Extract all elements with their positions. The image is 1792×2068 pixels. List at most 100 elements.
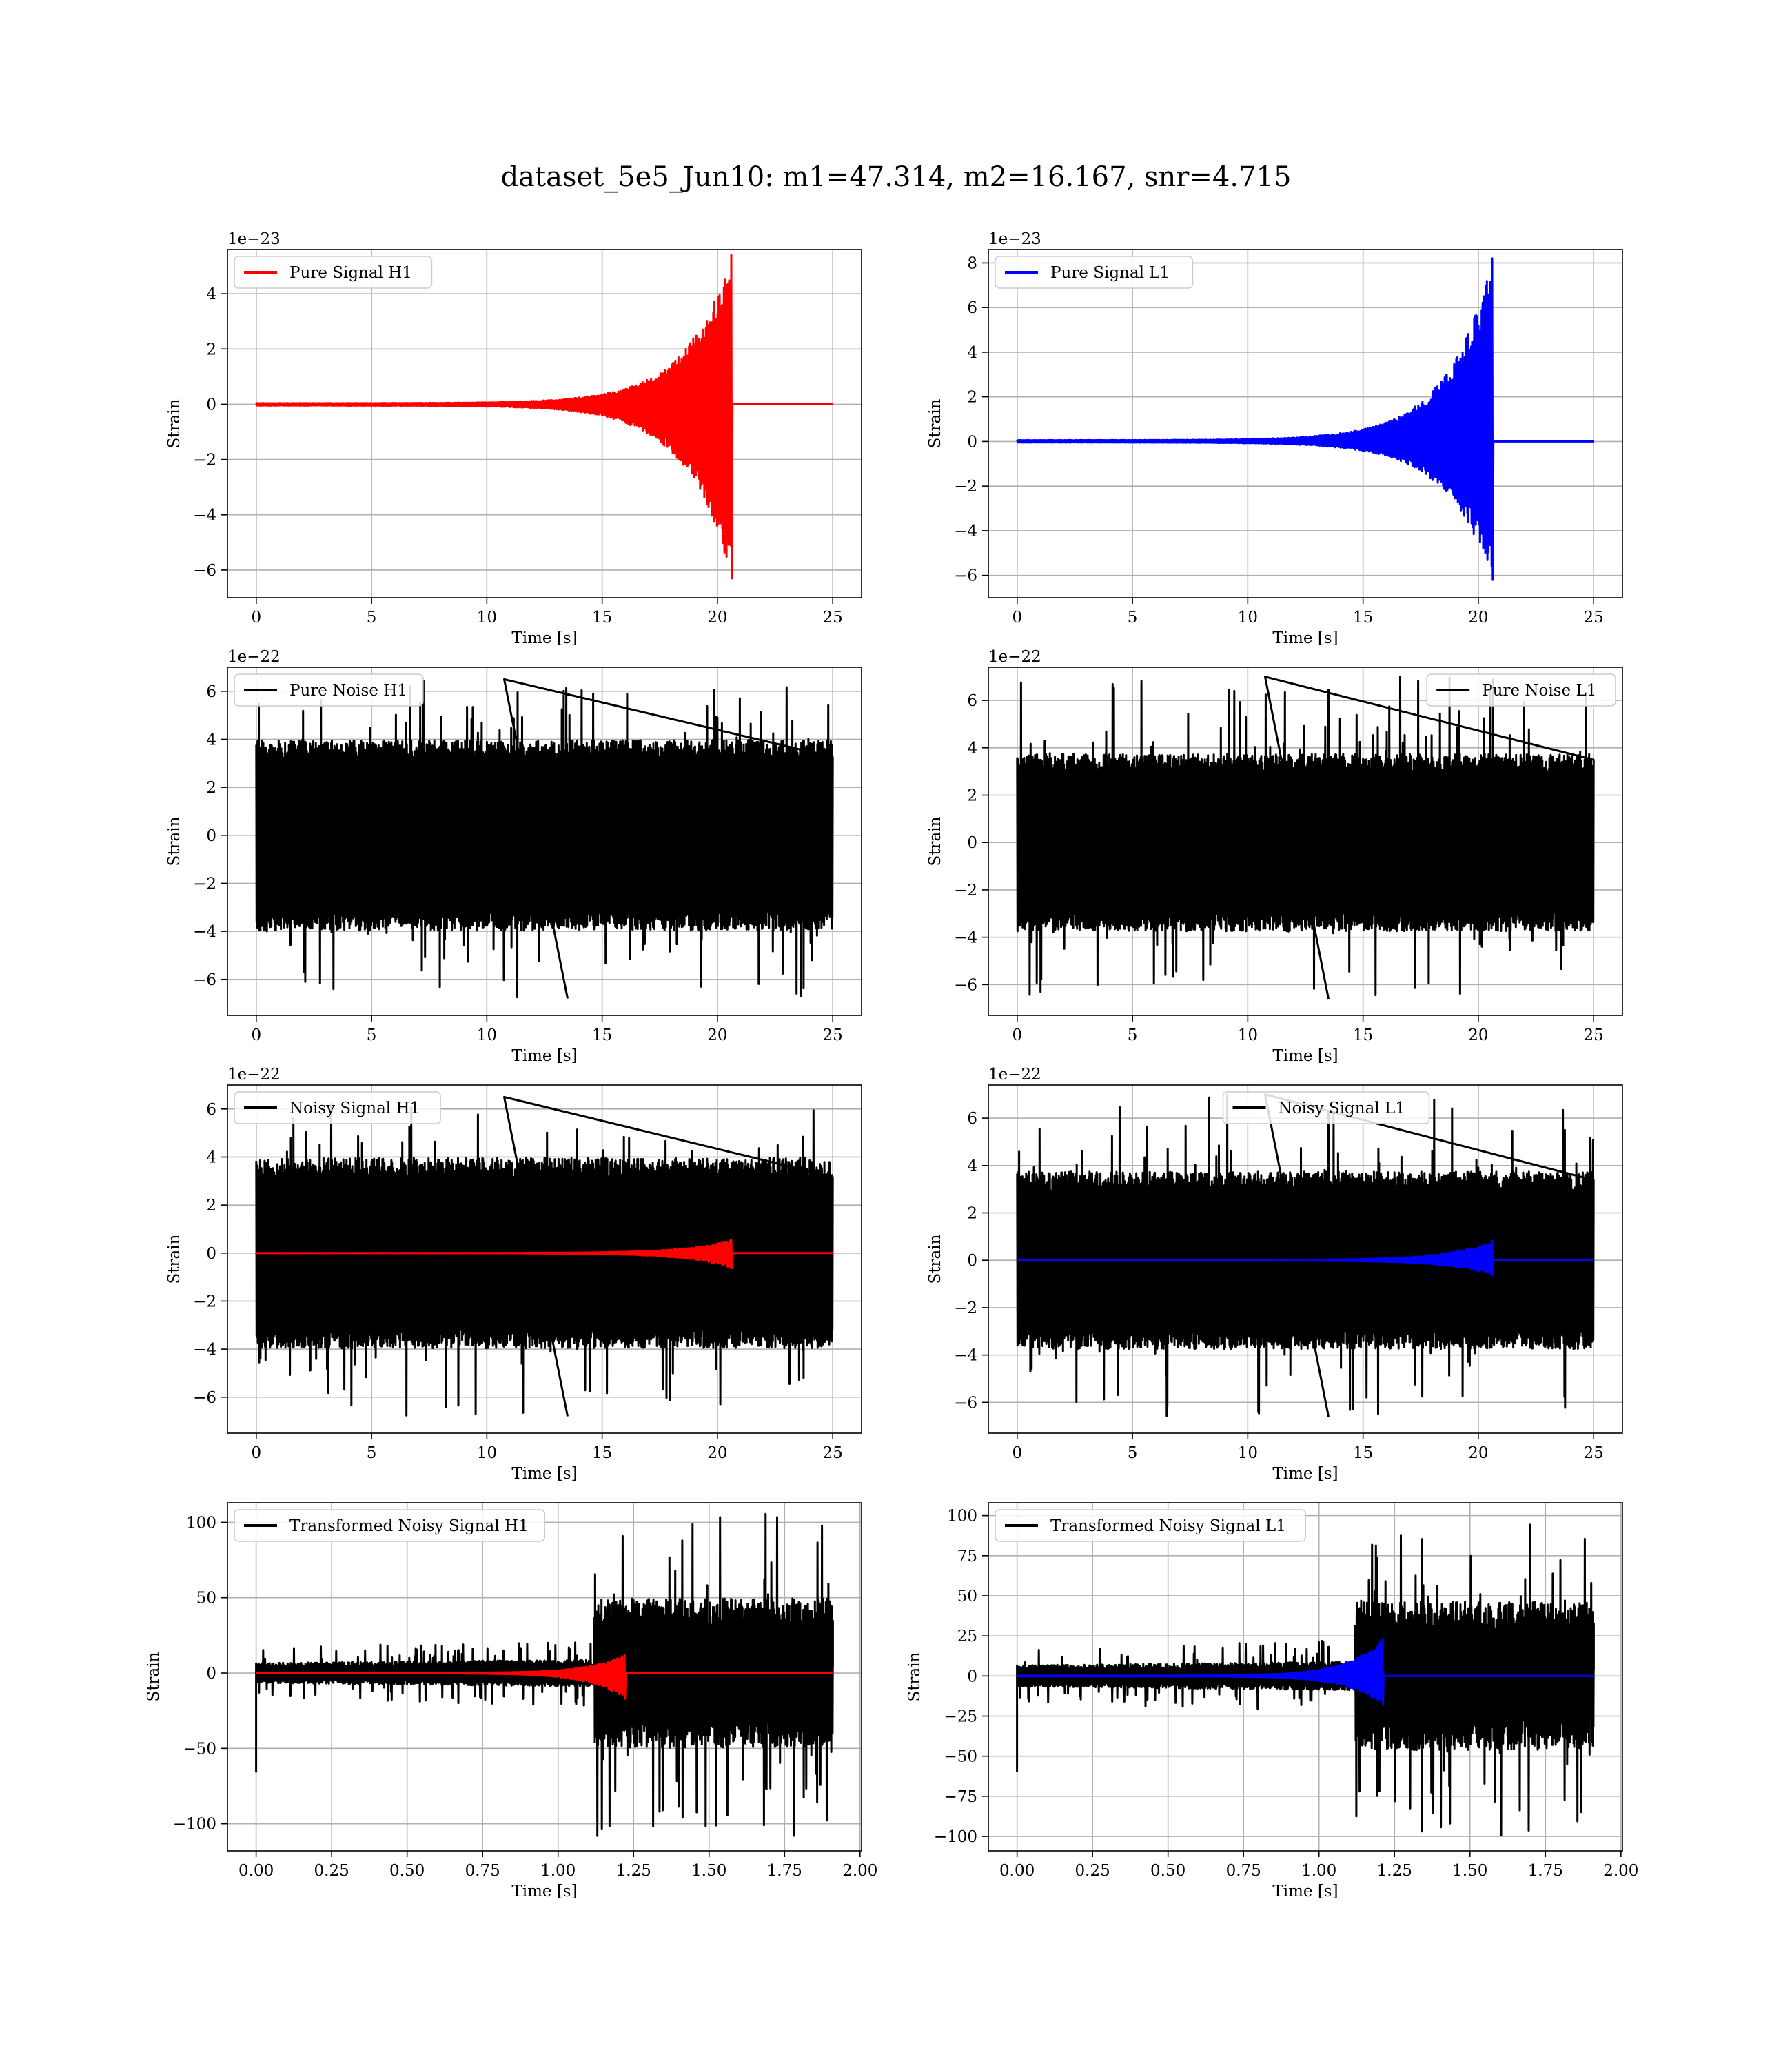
y-tick-label: 2 xyxy=(206,779,216,797)
legend-label: Noisy Signal H1 xyxy=(289,1099,420,1117)
subplot-p5: 0 5 10 15 20 25 −6 −4 −2 0 2 4 6 1e−22 Time [s] Strain N… xyxy=(165,1066,862,1483)
x-axis-label: Time [s] xyxy=(511,1047,577,1065)
subplot-p1: 0 5 10 15 20 25 −6 −4 −2 0 2 4 1e−23 Time [s] Strain Pu… xyxy=(165,230,862,647)
x-tick-label: 5 xyxy=(367,609,377,627)
x-tick-label: 15 xyxy=(1353,1444,1373,1462)
y-tick-label: −6 xyxy=(954,567,977,585)
x-tick-label: 2.00 xyxy=(842,1862,877,1880)
series-line-transformed-noisy-signal-h1 xyxy=(255,1512,834,1837)
y-tick-label: 6 xyxy=(206,683,216,701)
y-tick-label: 0 xyxy=(206,827,216,845)
x-axis-label: Time [s] xyxy=(1272,1883,1338,1900)
y-tick-label: −4 xyxy=(193,507,216,525)
y-axis-label: Strain xyxy=(165,1234,183,1284)
x-tick-label: 1.50 xyxy=(691,1862,726,1880)
legend: Noisy Signal L1 xyxy=(1222,1091,1430,1124)
y-tick-label: 0 xyxy=(967,1667,977,1685)
y-axis-label: Strain xyxy=(926,816,944,866)
series-line-noisy-signal-l1 xyxy=(1016,1093,1595,1417)
series-layer xyxy=(255,1512,834,1837)
x-tick-label: 0 xyxy=(1012,609,1022,627)
x-tick-label: 15 xyxy=(592,1026,612,1044)
x-tick-label: 10 xyxy=(477,1444,497,1462)
y-tick-label: 4 xyxy=(206,285,216,303)
y-tick-label: 4 xyxy=(967,1157,977,1175)
x-tick-label: 0.25 xyxy=(1075,1862,1110,1880)
legend: Pure Signal L1 xyxy=(995,256,1194,289)
legend-box xyxy=(234,1509,546,1542)
legend: Transformed Noisy Signal L1 xyxy=(995,1509,1307,1542)
y-offset-label: 1e−22 xyxy=(988,648,1041,666)
x-tick-label: 0.50 xyxy=(1150,1862,1185,1880)
x-tick-label: 25 xyxy=(823,609,843,627)
y-tick-label: −2 xyxy=(193,1292,216,1310)
y-tick-label: 2 xyxy=(206,1197,216,1215)
x-tick-label: 0 xyxy=(1012,1444,1022,1462)
x-tick-label: 5 xyxy=(1128,1026,1138,1044)
series-layer xyxy=(255,254,833,580)
series-line-pure-noise-h1 xyxy=(255,678,834,999)
y-tick-label: 4 xyxy=(206,1148,216,1166)
legend: Pure Noise H1 xyxy=(234,673,424,707)
series-line-pure-signal-h1 xyxy=(255,254,833,580)
series-layer xyxy=(1016,1523,1595,1837)
legend-box xyxy=(234,673,424,707)
y-tick-label: 2 xyxy=(967,389,977,407)
x-tick-label: 0 xyxy=(1012,1026,1022,1044)
y-tick-label: −100 xyxy=(934,1828,977,1846)
series-line-transformed-noisy-signal-l1 xyxy=(1016,1523,1595,1837)
y-tick-label: −100 xyxy=(173,1816,216,1834)
series-layer xyxy=(255,678,834,999)
x-tick-label: 1.00 xyxy=(540,1862,576,1880)
y-tick-label: 6 xyxy=(967,299,977,317)
y-axis-label: Strain xyxy=(926,1234,944,1284)
x-tick-label: 2.00 xyxy=(1603,1862,1638,1880)
series-line-pure-signal-l1 xyxy=(1016,257,1594,581)
x-tick-label: 1.75 xyxy=(767,1862,802,1880)
y-tick-label: 0 xyxy=(206,1665,216,1683)
series-layer xyxy=(1016,257,1594,581)
x-tick-label: 0 xyxy=(251,609,261,627)
x-axis-label: Time [s] xyxy=(1272,1047,1338,1065)
y-tick-label: 0 xyxy=(206,1245,216,1263)
subplot-p2: 0 5 10 15 20 25 −6 −4 −2 0 2 4 6 8 1e−23 Time [s] Strain… xyxy=(926,230,1623,647)
x-tick-label: 1.75 xyxy=(1528,1862,1563,1880)
x-axis-label: Time [s] xyxy=(511,1883,577,1900)
axes-frame xyxy=(988,1084,1623,1434)
x-tick-label: 0.00 xyxy=(999,1862,1035,1880)
axes-frame xyxy=(227,667,862,1016)
y-tick-label: 6 xyxy=(967,692,977,710)
legend-box xyxy=(995,256,1194,289)
y-tick-label: −4 xyxy=(193,923,216,941)
y-tick-label: −75 xyxy=(944,1788,977,1806)
subplot-p3: 0 5 10 15 20 25 −6 −4 −2 0 2 4 6 1e−22 Time [s] Strain P… xyxy=(165,648,862,1065)
y-tick-label: 4 xyxy=(967,740,977,758)
x-tick-label: 5 xyxy=(1128,609,1138,627)
y-tick-label: −4 xyxy=(954,523,977,540)
x-tick-label: 10 xyxy=(1238,609,1258,627)
x-tick-label: 0.00 xyxy=(238,1862,274,1880)
y-tick-label: 6 xyxy=(206,1101,216,1119)
x-tick-label: 1.25 xyxy=(1377,1862,1412,1880)
figure-title: dataset_5e5_Jun10: m1=47.314, m2=16.167,… xyxy=(501,161,1292,193)
x-tick-label: 25 xyxy=(1584,1026,1604,1044)
legend-box xyxy=(995,1509,1307,1542)
y-tick-label: −6 xyxy=(954,976,977,994)
y-tick-label: −2 xyxy=(193,452,216,469)
axes-frame xyxy=(988,667,1623,1016)
series-line-noisy-signal-h1 xyxy=(255,1095,834,1417)
y-tick-label: 100 xyxy=(186,1514,216,1532)
x-axis-label: Time [s] xyxy=(1272,629,1338,647)
x-tick-label: 0 xyxy=(251,1444,261,1462)
legend-box xyxy=(1222,1091,1430,1124)
y-tick-label: −50 xyxy=(183,1740,216,1758)
x-tick-label: 25 xyxy=(823,1444,843,1462)
y-tick-label: 6 xyxy=(967,1110,977,1128)
legend: Pure Noise L1 xyxy=(1426,673,1616,707)
y-tick-label: −50 xyxy=(944,1748,977,1766)
axes-frame xyxy=(227,1084,862,1434)
series-line-overlay-1 xyxy=(1017,1239,1594,1276)
x-axis-label: Time [s] xyxy=(511,629,577,647)
